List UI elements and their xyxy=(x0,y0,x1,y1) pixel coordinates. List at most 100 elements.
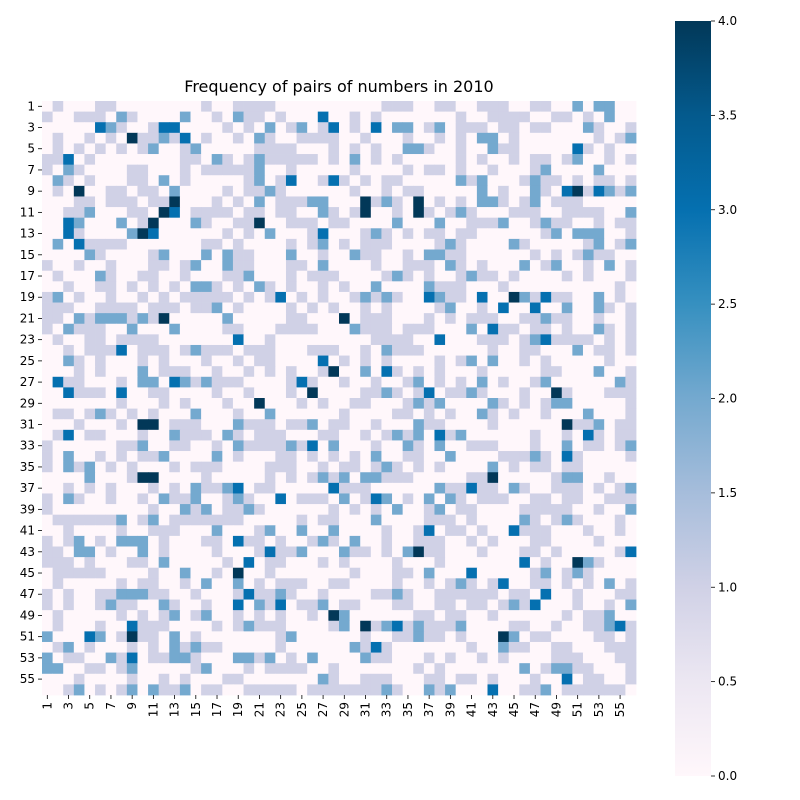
heatmap-cell xyxy=(95,281,107,293)
heatmap-cell xyxy=(254,599,266,611)
heatmap-cell xyxy=(52,185,64,197)
heatmap-cell xyxy=(190,238,202,250)
heatmap-cell xyxy=(158,207,170,219)
heatmap-cell xyxy=(498,599,510,611)
heatmap-cell xyxy=(296,238,308,250)
heatmap-cell xyxy=(254,663,266,675)
heatmap-cell xyxy=(42,217,54,229)
heatmap-cell xyxy=(275,281,287,293)
heatmap-cell xyxy=(349,132,361,144)
heatmap-cell xyxy=(423,313,435,325)
heatmap-cell xyxy=(52,673,64,685)
heatmap-cell xyxy=(222,461,234,473)
heatmap-cell xyxy=(445,482,457,494)
x-tick-label: 19 xyxy=(231,702,245,717)
heatmap-cell xyxy=(593,398,605,410)
heatmap-cell xyxy=(402,673,414,685)
heatmap-cell xyxy=(169,291,181,303)
heatmap-cell xyxy=(148,185,160,197)
heatmap-cell xyxy=(264,154,276,166)
heatmap-cell xyxy=(137,334,149,346)
heatmap-cell xyxy=(614,154,626,166)
heatmap-cell xyxy=(179,631,191,643)
heatmap-cell xyxy=(508,344,520,356)
heatmap-cell xyxy=(402,493,414,505)
heatmap-cell xyxy=(275,557,287,569)
heatmap-cell xyxy=(169,546,181,558)
heatmap-cell xyxy=(190,291,202,303)
heatmap-cell xyxy=(126,504,138,516)
heatmap-cell xyxy=(381,334,393,346)
heatmap-cell xyxy=(508,302,520,314)
heatmap-cell xyxy=(307,684,319,696)
heatmap-cell xyxy=(423,238,435,250)
heatmap-cell xyxy=(604,175,616,187)
heatmap-cell xyxy=(254,323,266,335)
heatmap-cell xyxy=(434,132,446,144)
heatmap-cell xyxy=(95,684,107,696)
heatmap-cell xyxy=(73,631,85,643)
heatmap-cell xyxy=(211,652,223,664)
heatmap-cell xyxy=(201,355,213,367)
heatmap-cell xyxy=(73,557,85,569)
heatmap-cell xyxy=(466,313,478,325)
heatmap-cell xyxy=(339,419,351,431)
heatmap-cell xyxy=(445,493,457,505)
heatmap-cell xyxy=(519,535,531,547)
heatmap-cell xyxy=(63,344,75,356)
heatmap-cell xyxy=(169,344,181,356)
heatmap-cell xyxy=(593,419,605,431)
heatmap-cell xyxy=(498,535,510,547)
heatmap-cell xyxy=(264,217,276,229)
heatmap-cell xyxy=(476,302,488,314)
heatmap-cell xyxy=(339,684,351,696)
heatmap-cell xyxy=(126,631,138,643)
heatmap-cell xyxy=(148,461,160,473)
heatmap-cell xyxy=(190,302,202,314)
heatmap-cell xyxy=(455,270,467,282)
heatmap-cell xyxy=(487,451,499,463)
heatmap-cell xyxy=(434,419,446,431)
heatmap-cell xyxy=(392,387,404,399)
heatmap-cell xyxy=(317,461,329,473)
y-tick-label: 37 xyxy=(20,481,35,495)
heatmap-cell xyxy=(423,228,435,240)
heatmap-cell xyxy=(95,588,107,600)
heatmap-cell xyxy=(84,164,96,176)
heatmap-cell xyxy=(498,440,510,452)
heatmap-cell xyxy=(148,270,160,282)
heatmap-cell xyxy=(179,249,191,261)
heatmap-cell xyxy=(84,440,96,452)
heatmap-cell xyxy=(370,525,382,537)
heatmap-cell xyxy=(551,684,563,696)
heatmap-cell xyxy=(434,313,446,325)
heatmap-cell xyxy=(307,260,319,272)
heatmap-cell xyxy=(126,588,138,600)
heatmap-cell xyxy=(52,504,64,516)
heatmap-cell xyxy=(466,663,478,675)
heatmap-cell xyxy=(519,366,531,378)
heatmap-cell xyxy=(360,260,372,272)
heatmap-cell xyxy=(582,493,594,505)
heatmap-cell xyxy=(232,514,244,526)
heatmap-cell xyxy=(169,641,181,653)
heatmap-cell xyxy=(614,238,626,250)
heatmap-cell xyxy=(413,546,425,558)
heatmap-cell xyxy=(625,599,637,611)
heatmap-cell xyxy=(593,291,605,303)
heatmap-cell xyxy=(201,291,213,303)
heatmap-cell xyxy=(593,599,605,611)
heatmap-cell xyxy=(604,663,616,675)
heatmap-cell xyxy=(604,684,616,696)
heatmap-cell xyxy=(73,567,85,579)
heatmap-cell xyxy=(487,207,499,219)
heatmap-cell xyxy=(476,641,488,653)
heatmap-cell xyxy=(508,270,520,282)
heatmap-cell xyxy=(423,567,435,579)
heatmap-cell xyxy=(455,122,467,134)
heatmap-cell xyxy=(466,525,478,537)
heatmap-cell xyxy=(508,366,520,378)
heatmap-cell xyxy=(614,535,626,547)
heatmap-cell xyxy=(402,610,414,622)
heatmap-cell xyxy=(169,101,181,113)
